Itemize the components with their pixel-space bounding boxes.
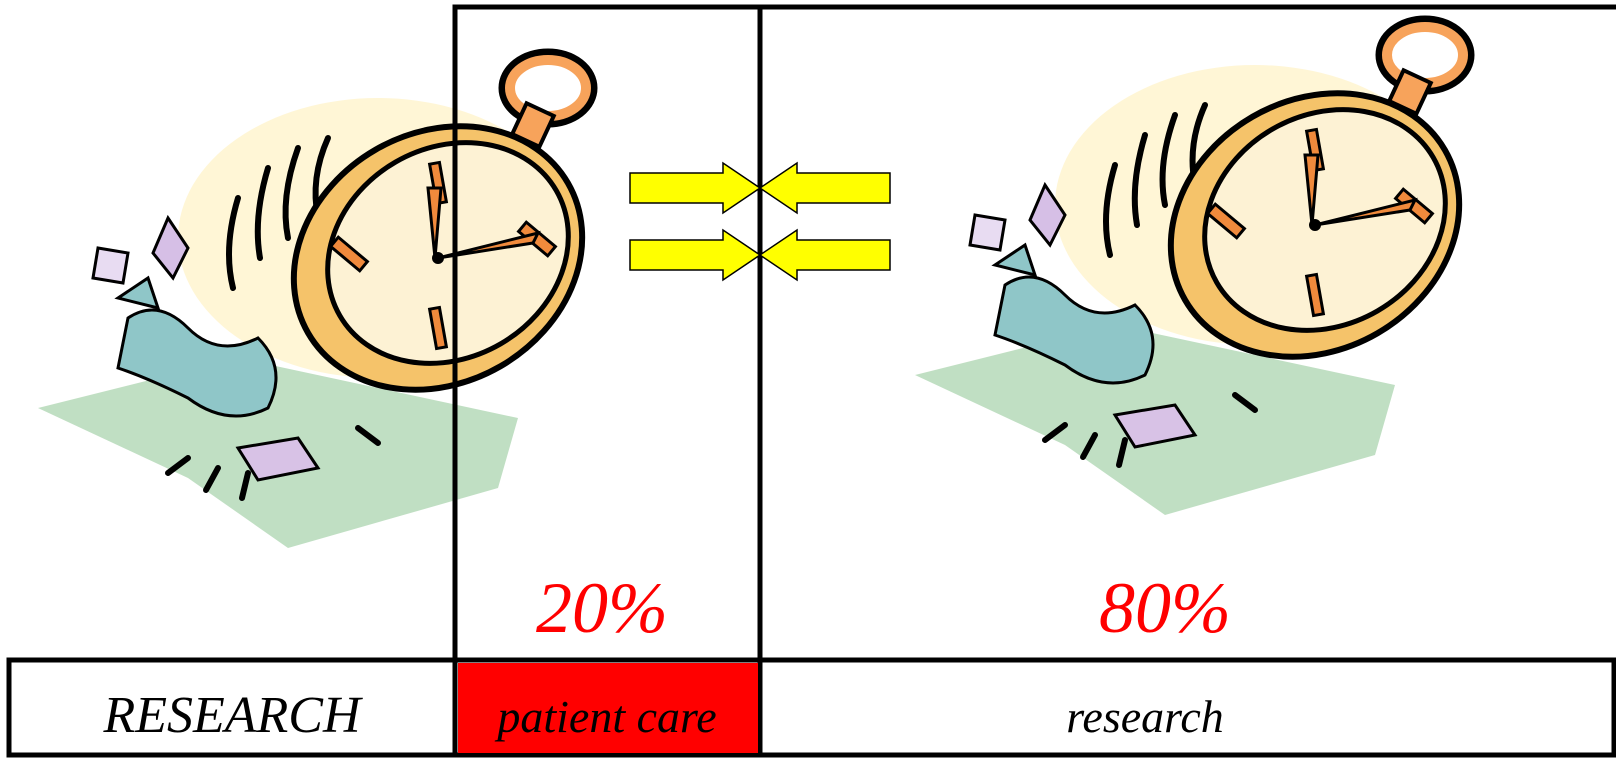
clock-illustration xyxy=(38,52,630,548)
slide: 20% 80% RESEARCH patient care research xyxy=(0,0,1616,758)
segment-label: patient care xyxy=(494,691,716,742)
percent: 20% xyxy=(536,568,668,648)
row-label: RESEARCH xyxy=(102,687,363,744)
segment-label: research xyxy=(1066,691,1224,742)
clock-illustration xyxy=(915,19,1507,515)
percent: 80% xyxy=(1099,568,1231,648)
page: {"left_label": "RESEARCH", "segments": [… xyxy=(0,0,1616,758)
